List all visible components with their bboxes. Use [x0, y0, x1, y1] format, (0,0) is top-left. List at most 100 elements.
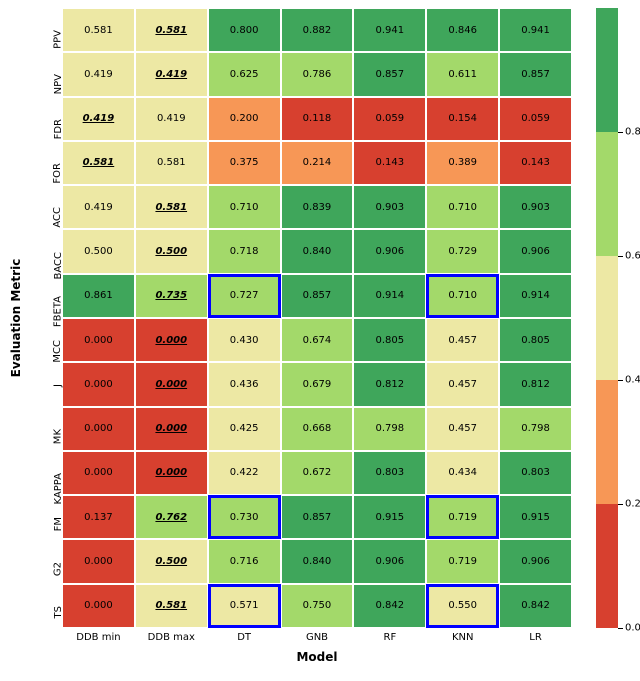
heatmap-cell-value: 0.000 — [84, 423, 113, 434]
heatmap-cell: 0.915 — [353, 495, 426, 539]
heatmap-cell-value: 0.143 — [376, 157, 405, 168]
heatmap-cell-value: 0.857 — [376, 69, 405, 80]
heatmap-cell-value: 0.668 — [303, 423, 332, 434]
heatmap-cell: 0.710 — [208, 185, 281, 229]
heatmap-cell-value: 0.672 — [303, 467, 332, 478]
x-tick-label: DDB max — [148, 632, 195, 643]
heatmap-cell-value: 0.857 — [303, 290, 332, 301]
heatmap-cell: 0.000 — [62, 407, 135, 451]
heatmap-cell-value: 0.214 — [303, 157, 332, 168]
heatmap-cell-value: 0.842 — [376, 600, 405, 611]
heatmap-cell-value: 0.375 — [230, 157, 259, 168]
heatmap-cell-value: 0.915 — [376, 512, 405, 523]
heatmap-cell: 0.000 — [62, 451, 135, 495]
heatmap-cell: 0.727 — [208, 274, 281, 318]
heatmap-cell-value: 0.914 — [376, 290, 405, 301]
heatmap-cell: 0.457 — [426, 318, 499, 362]
heatmap-cell: 0.419 — [62, 52, 135, 96]
heatmap-cell-value: 0.710 — [448, 290, 477, 301]
heatmap-cell: 0.214 — [281, 141, 354, 185]
heatmap-cell: 0.500 — [62, 229, 135, 273]
heatmap-cell: 0.059 — [499, 97, 572, 141]
heatmap-cell-value: 0.716 — [230, 556, 259, 567]
heatmap-cell: 0.457 — [426, 362, 499, 406]
colorbar-tick — [618, 132, 623, 133]
y-tick-label: G2 — [53, 562, 64, 576]
heatmap-cell: 0.762 — [135, 495, 208, 539]
colorbar-segment — [596, 380, 618, 504]
colorbar: 0.00.20.40.60.8 — [596, 8, 618, 628]
heatmap-cell-value: 0.000 — [84, 600, 113, 611]
heatmap-cell-value: 0.422 — [230, 467, 259, 478]
heatmap-cell: 0.581 — [135, 185, 208, 229]
heatmap-cell: 0.735 — [135, 274, 208, 318]
heatmap-cell: 0.625 — [208, 52, 281, 96]
heatmap-cell: 0.786 — [281, 52, 354, 96]
heatmap-cell: 0.500 — [135, 229, 208, 273]
colorbar-tick — [618, 256, 623, 257]
x-tick-label: DT — [237, 632, 251, 643]
y-tick-label: NPV — [53, 74, 64, 94]
heatmap-cell-value: 0.903 — [521, 202, 550, 213]
heatmap-cell-value: 0.846 — [448, 25, 477, 36]
heatmap-cell: 0.422 — [208, 451, 281, 495]
heatmap-cell: 0.861 — [62, 274, 135, 318]
heatmap-cell-value: 0.457 — [448, 335, 477, 346]
heatmap-cell: 0.805 — [353, 318, 426, 362]
heatmap-cell-value: 0.059 — [521, 113, 550, 124]
heatmap-cell: 0.581 — [62, 8, 135, 52]
heatmap-cell: 0.914 — [353, 274, 426, 318]
heatmap-cell: 0.059 — [353, 97, 426, 141]
heatmap-cell: 0.581 — [135, 8, 208, 52]
heatmap-cell-value: 0.419 — [83, 113, 115, 124]
heatmap-cell-value: 0.906 — [521, 556, 550, 567]
colorbar-tick — [618, 504, 623, 505]
heatmap-plot-area: 0.5810.5810.8000.8820.9410.8460.9410.419… — [62, 8, 572, 628]
heatmap-cell: 0.137 — [62, 495, 135, 539]
heatmap-cell-value: 0.581 — [83, 157, 115, 168]
heatmap-cell: 0.419 — [62, 185, 135, 229]
heatmap-cell-value: 0.915 — [521, 512, 550, 523]
heatmap-cell: 0.419 — [135, 52, 208, 96]
heatmap-cell-value: 0.906 — [376, 246, 405, 257]
heatmap-cell: 0.730 — [208, 495, 281, 539]
colorbar-segment — [596, 256, 618, 380]
colorbar-tick-label: 0.4 — [625, 375, 640, 386]
heatmap-cell-value: 0.729 — [448, 246, 477, 257]
colorbar-tick-label: 0.2 — [625, 499, 640, 510]
heatmap-cell-value: 0.457 — [448, 379, 477, 390]
heatmap-cell-value: 0.941 — [521, 25, 550, 36]
heatmap-cell-value: 0.906 — [376, 556, 405, 567]
heatmap-cell-value: 0.805 — [521, 335, 550, 346]
heatmap-cell-value: 0.154 — [448, 113, 477, 124]
heatmap-cell-value: 0.419 — [155, 69, 187, 80]
heatmap-cell-value: 0.903 — [376, 202, 405, 213]
heatmap-cell: 0.906 — [353, 229, 426, 273]
heatmap-cell-value: 0.059 — [376, 113, 405, 124]
y-tick-label: ACC — [53, 207, 64, 228]
heatmap-cell-value: 0.710 — [448, 202, 477, 213]
heatmap-cell-value: 0.581 — [157, 157, 186, 168]
heatmap-cell-value: 0.500 — [155, 556, 187, 567]
heatmap-cell: 0.674 — [281, 318, 354, 362]
heatmap-cell-value: 0.798 — [521, 423, 550, 434]
heatmap-cell-value: 0.786 — [303, 69, 332, 80]
heatmap-cell-value: 0.812 — [521, 379, 550, 390]
x-tick-label: GNB — [306, 632, 328, 643]
y-tick-label: MCC — [53, 340, 64, 363]
heatmap-cell: 0.611 — [426, 52, 499, 96]
y-tick-label: PPV — [53, 30, 64, 49]
colorbar-tick-label: 0.8 — [625, 127, 640, 138]
heatmap-cell: 0.000 — [62, 362, 135, 406]
heatmap-cell: 0.436 — [208, 362, 281, 406]
heatmap-cell: 0.903 — [499, 185, 572, 229]
heatmap-cell: 0.154 — [426, 97, 499, 141]
heatmap-cell: 0.143 — [353, 141, 426, 185]
heatmap-cell-value: 0.581 — [155, 600, 187, 611]
y-tick-label: FBETA — [53, 296, 64, 327]
heatmap-cell-value: 0.679 — [303, 379, 332, 390]
heatmap-cell-value: 0.000 — [155, 379, 187, 390]
y-tick-label: BACC — [53, 252, 64, 280]
heatmap-cell-value: 0.000 — [84, 467, 113, 478]
heatmap-cell-value: 0.581 — [155, 25, 187, 36]
